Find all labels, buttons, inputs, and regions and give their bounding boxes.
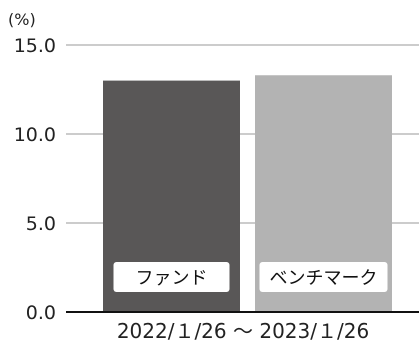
y-tick-label: 5.0 [26, 213, 56, 235]
bar-label-fund: ファンド [136, 268, 208, 289]
period-label: 2022/１/26 ～ 2023/１/26 [117, 319, 369, 341]
bar-label-box [113, 262, 230, 292]
y-unit-label: (%) [8, 10, 36, 29]
bar-labels: ファンド ベンチマーク [113, 262, 388, 292]
y-tick-label: 0.0 [26, 302, 56, 324]
bar-label-benchmark: ベンチマーク [270, 268, 378, 289]
y-tick-label: 15.0 [14, 35, 56, 57]
bar-label-box [259, 262, 388, 292]
y-tick-label: 10.0 [14, 124, 56, 146]
y-axis-ticks: 0.0 5.0 10.0 15.0 [14, 35, 56, 324]
